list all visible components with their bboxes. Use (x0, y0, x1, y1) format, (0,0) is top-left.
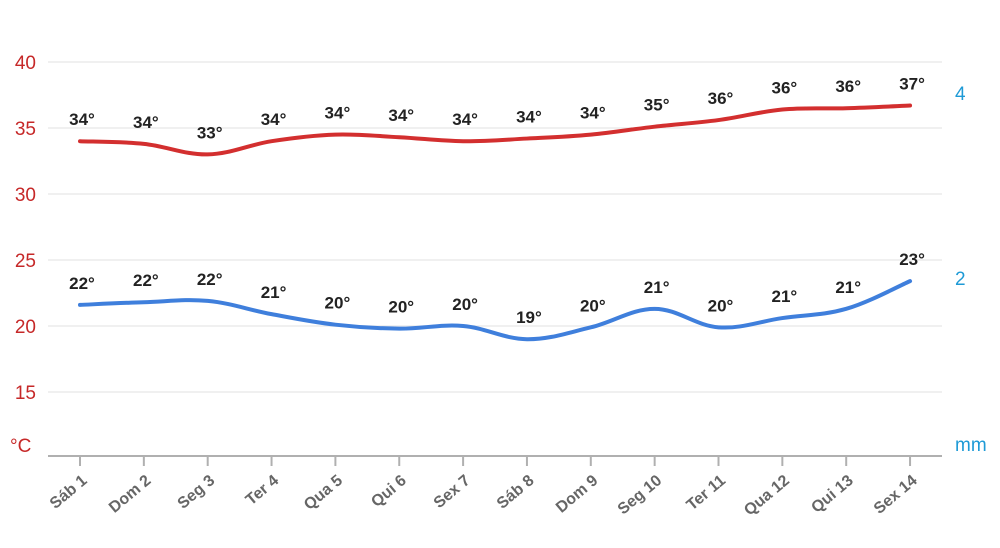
data-point (206, 152, 210, 156)
x-tick-label: Seg 3 (175, 472, 219, 513)
x-tick-label: Seg 10 (615, 472, 666, 518)
y-left-tick-label: 35 (15, 119, 36, 140)
data-point (589, 133, 593, 137)
data-label: 34° (325, 104, 351, 123)
data-label: 20° (708, 296, 734, 315)
x-tick-label: Qui 13 (808, 472, 856, 517)
data-label: 34° (133, 113, 159, 132)
data-point (397, 135, 401, 139)
data-point (333, 323, 337, 327)
data-point (780, 108, 784, 112)
data-label: 36° (708, 89, 734, 108)
data-point (78, 303, 82, 307)
x-tick-label: Ter 11 (684, 472, 730, 514)
data-point (525, 337, 529, 341)
data-label: 35° (644, 96, 670, 115)
data-point (844, 307, 848, 311)
series-line-0 (78, 103, 913, 157)
series-line-1 (78, 279, 913, 342)
data-label: 34° (452, 110, 478, 129)
y-right-tick-label: 2 (955, 269, 966, 290)
data-point (908, 279, 912, 283)
x-tick-label: Sáb 8 (494, 472, 538, 513)
data-point (908, 104, 912, 108)
data-label: 33° (197, 123, 223, 142)
data-label: 21° (771, 287, 797, 306)
data-label: 22° (69, 274, 95, 293)
y-axis-left: 40 35 30 25 20 15 °C (10, 53, 36, 457)
data-point (461, 139, 465, 143)
y-left-tick-label: 40 (15, 53, 36, 74)
data-label: 23° (899, 250, 925, 269)
data-label: 37° (899, 75, 925, 94)
data-point (270, 139, 274, 143)
y-left-tick-label: 30 (15, 185, 36, 206)
data-point (525, 137, 529, 141)
data-label: 34° (580, 104, 606, 123)
x-tick-label: Dom 2 (106, 472, 154, 517)
grid-lines (48, 61, 942, 393)
data-point (142, 300, 146, 304)
data-point (780, 316, 784, 320)
x-tick-label: Sáb 1 (47, 472, 91, 513)
data-label: 20° (580, 296, 606, 315)
data-point (653, 307, 657, 311)
data-label: 20° (325, 294, 351, 313)
x-tick-label: Qua 5 (301, 472, 346, 514)
data-point (206, 299, 210, 303)
x-axis: Sáb 1 Dom 2 Seg 3 Ter 4 Qua 5 Qui 6 Sex 7 Sáb 8… (47, 455, 942, 519)
data-point (142, 142, 146, 146)
data-point (397, 327, 401, 331)
data-label: 20° (388, 298, 414, 317)
data-label: 34° (388, 106, 414, 125)
data-point (461, 324, 465, 328)
data-point (333, 133, 337, 137)
data-point (78, 139, 82, 143)
data-label: 21° (835, 278, 861, 297)
data-point (270, 312, 274, 316)
series-lines (78, 103, 913, 342)
x-tick-label: Sex 7 (431, 472, 474, 512)
data-point (653, 125, 657, 129)
data-label: 36° (771, 79, 797, 98)
data-label: 34° (261, 110, 287, 129)
y-left-tick-label: 25 (15, 251, 36, 272)
y-right-tick-label: 4 (955, 84, 966, 105)
y-left-tick-label: 20 (15, 317, 36, 338)
x-tick-label: Sex 14 (871, 472, 921, 518)
data-label: 22° (133, 271, 159, 290)
x-tick-label: Qua 12 (741, 472, 793, 519)
x-tick-label: Qui 6 (368, 472, 410, 511)
data-label: 22° (197, 270, 223, 289)
data-label: 21° (644, 278, 670, 297)
data-label: 34° (516, 108, 542, 127)
data-point (717, 118, 720, 122)
y-axis-right: 4 2 mm (955, 84, 987, 456)
x-tick-label: Ter 4 (243, 472, 282, 509)
data-point (717, 325, 720, 329)
x-tick-label: Dom 9 (553, 472, 601, 517)
data-label: 21° (261, 283, 287, 302)
data-label: 19° (516, 308, 542, 327)
data-point (844, 106, 848, 110)
data-label: 20° (452, 295, 478, 314)
y-right-unit-label: mm (955, 435, 987, 456)
data-label: 36° (835, 77, 861, 96)
y-left-tick-label: 15 (15, 383, 36, 404)
data-label: 34° (69, 110, 95, 129)
y-left-unit-label: °C (10, 436, 31, 457)
data-labels: 34° 34° 33° 34° 34° 34° 34° 34° 34° 35° 36° 36° 36° 3… (69, 75, 925, 328)
data-point (589, 325, 593, 329)
